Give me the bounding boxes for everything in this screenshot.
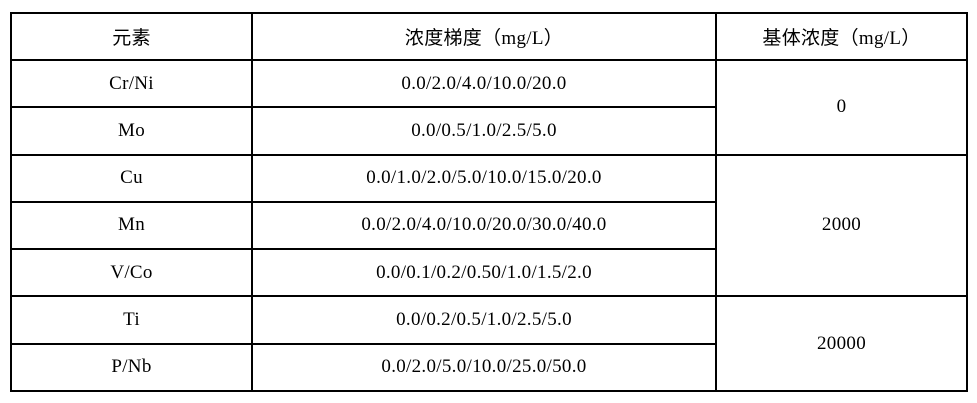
table-row-ti: Ti 0.0/0.2/0.5/1.0/2.5/5.0 20000 <box>10 295 968 392</box>
element-cell: P/Nb <box>10 342 253 393</box>
table-row-cu: Cu 0.0/1.0/2.0/5.0/10.0/15.0/20.0 2000 <box>10 153 968 298</box>
matrix-cell-0: 0 <box>715 59 968 156</box>
element-cell: Mo <box>10 106 253 156</box>
table-row-crni: Cr/Ni 0.0/2.0/4.0/10.0/20.0 0 <box>10 58 968 156</box>
gradient-cell: 0.0/2.0/4.0/10.0/20.0/30.0/40.0 <box>251 200 717 251</box>
gradient-cell: 0.0/0.5/1.0/2.5/5.0 <box>251 106 717 156</box>
header-element: 元素 <box>10 12 253 61</box>
header-matrix: 基体浓度（mg/L） <box>715 12 968 61</box>
element-cell: Cr/Ni <box>10 58 253 109</box>
element-cell: Ti <box>10 295 253 345</box>
matrix-cell-20000: 20000 <box>715 295 968 392</box>
concentration-table: 元素 浓度梯度（mg/L） 基体浓度（mg/L） Cr/Ni 0.0/2.0/4… <box>10 12 968 393</box>
table-row-vco: V/Co 0.0/0.1/0.2/0.50/1.0/1.5/2.0 <box>10 248 967 298</box>
table-row-mo: Mo 0.0/0.5/1.0/2.5/5.0 <box>10 106 967 156</box>
gradient-cell: 0.0/0.2/0.5/1.0/2.5/5.0 <box>251 295 717 345</box>
table-row-mn: Mn 0.0/2.0/4.0/10.0/20.0/30.0/40.0 <box>10 200 967 251</box>
gradient-cell: 0.0/0.1/0.2/0.50/1.0/1.5/2.0 <box>251 248 717 298</box>
gradient-cell: 0.0/2.0/5.0/10.0/25.0/50.0 <box>251 342 717 393</box>
matrix-cell-2000: 2000 <box>715 153 968 298</box>
gradient-cell: 0.0/2.0/4.0/10.0/20.0 <box>251 58 717 109</box>
table-row-pnb: P/Nb 0.0/2.0/5.0/10.0/25.0/50.0 <box>10 342 967 393</box>
header-row: 元素 浓度梯度（mg/L） 基体浓度（mg/L） <box>10 12 968 61</box>
element-cell: V/Co <box>10 248 253 298</box>
gradient-cell: 0.0/1.0/2.0/5.0/10.0/15.0/20.0 <box>251 153 717 203</box>
element-cell: Mn <box>10 200 253 251</box>
element-cell: Cu <box>10 153 253 203</box>
concentration-table-container: 元素 浓度梯度（mg/L） 基体浓度（mg/L） Cr/Ni 0.0/2.0/4… <box>10 12 968 393</box>
header-gradient: 浓度梯度（mg/L） <box>251 12 717 61</box>
